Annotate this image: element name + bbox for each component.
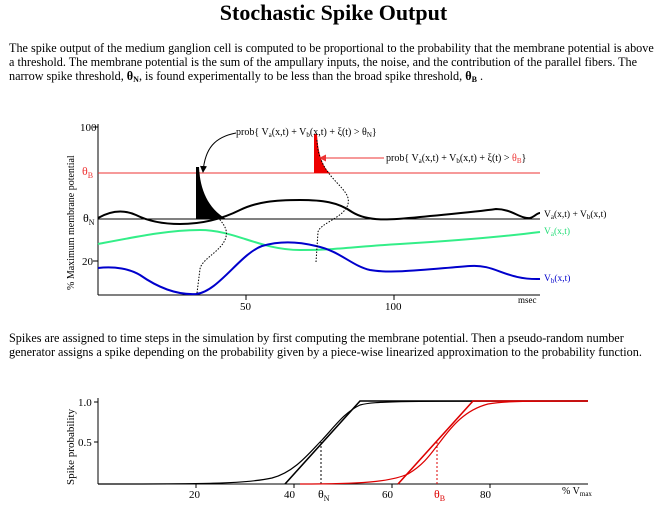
y-tick-1: 1.0 bbox=[78, 397, 92, 409]
y-tick-100: 100 bbox=[80, 122, 97, 134]
membrane-potential-figure: % Maximum membrane potential 100 20 50 1… bbox=[66, 122, 606, 313]
theta-b-label: θB bbox=[82, 164, 93, 180]
vb-curve bbox=[97, 241, 541, 296]
series-label-va: Va(x,t) bbox=[544, 226, 570, 238]
intro-text-a: The spike output of the medium ganglion … bbox=[9, 41, 654, 83]
x-tick-40: 40 bbox=[284, 489, 296, 501]
va-curve bbox=[97, 228, 541, 252]
intro-paragraph: The spike output of the medium ganglion … bbox=[9, 41, 659, 87]
annotation-narrow: prob{ Va(x,t) + Vb(x,t) + ξ(t) > θN} bbox=[236, 127, 377, 139]
spike-assignment-paragraph: Spikes are assigned to time steps in the… bbox=[9, 331, 642, 359]
y-axis-label: % Maximum membrane potential bbox=[66, 155, 77, 290]
series-label-vb: Vb(x,t) bbox=[544, 273, 570, 285]
theta-n-label: θN bbox=[318, 487, 330, 503]
annotation-broad: prob{ Va(x,t) + Vb(x,t) + ξ(t) > θB} bbox=[386, 153, 526, 165]
x-tick-50: 50 bbox=[240, 301, 252, 313]
page-title: Stochastic Spike Output bbox=[219, 0, 448, 25]
theta-n-label: θN bbox=[83, 211, 95, 227]
theta-b-label: θB bbox=[434, 487, 445, 503]
narrow-smooth-curve bbox=[97, 400, 589, 485]
y-tick-20: 20 bbox=[82, 256, 94, 268]
annotation-arrow bbox=[200, 132, 237, 173]
narrow-spike-area bbox=[196, 167, 226, 219]
x-unit-label: % Vmax bbox=[562, 486, 592, 498]
theta-symbol: θ bbox=[126, 69, 134, 83]
theta-sub-b: B bbox=[471, 75, 477, 84]
x-tick-100: 100 bbox=[385, 301, 402, 313]
x-tick-80: 80 bbox=[480, 489, 492, 501]
narrow-density-curve bbox=[196, 171, 227, 294]
y-tick-05: 0.5 bbox=[78, 437, 92, 449]
intro-text-c: . bbox=[476, 69, 484, 83]
broad-spike-area bbox=[314, 134, 330, 173]
x-tick-60: 60 bbox=[382, 489, 394, 501]
broad-linear-approx bbox=[397, 400, 588, 485]
series-label-sum: Va(x,t) + Vb(x,t) bbox=[544, 209, 606, 221]
broad-density-curve bbox=[315, 139, 349, 263]
broad-smooth-curve bbox=[299, 400, 589, 485]
theta-symbol: θ bbox=[465, 69, 472, 83]
x-unit-label: msec bbox=[518, 295, 537, 305]
spike-probability-figure: Spike probability 1.0 0.5 20 40 60 80 % … bbox=[65, 397, 592, 503]
intro-text-b: , is found experimentally to be less tha… bbox=[138, 69, 466, 83]
sum-curve bbox=[97, 198, 541, 226]
x-tick-20: 20 bbox=[189, 489, 201, 501]
theta-sub-n: N bbox=[133, 75, 139, 84]
y-axis-label: Spike probability bbox=[65, 408, 77, 485]
